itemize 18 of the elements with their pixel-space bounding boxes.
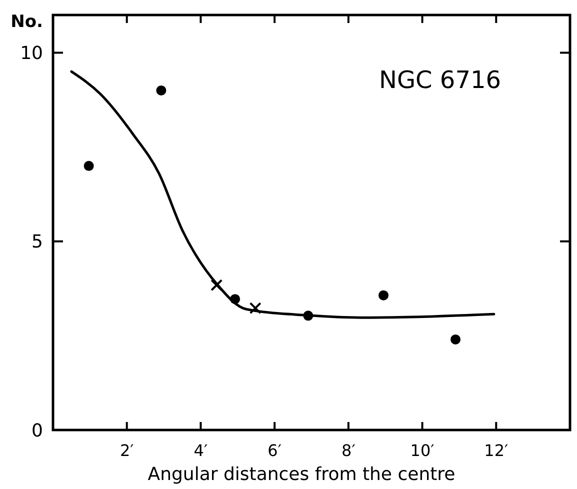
- point: [450, 334, 461, 344]
- y-tick-label: 10: [20, 43, 43, 64]
- x-tick-label: 12′: [484, 441, 508, 460]
- x-tick-label: 4′: [194, 441, 208, 460]
- y-tick-label: 0: [32, 420, 43, 442]
- x-axis-title: Angular distances from the centre: [148, 464, 456, 485]
- y-axis-title: No.: [10, 12, 43, 32]
- point: [84, 160, 94, 171]
- x-tick-label: 2′: [120, 441, 134, 460]
- x-tick-label: 10′: [410, 441, 435, 460]
- y-tick-label: 5: [32, 232, 43, 253]
- x-tick-label: 8′: [342, 441, 356, 460]
- point: [210, 279, 223, 292]
- annotation: NGC 6716: [378, 66, 502, 94]
- x-tick-label: 6′: [268, 441, 282, 460]
- point: [156, 85, 166, 96]
- point: [378, 290, 389, 300]
- point: [249, 302, 262, 314]
